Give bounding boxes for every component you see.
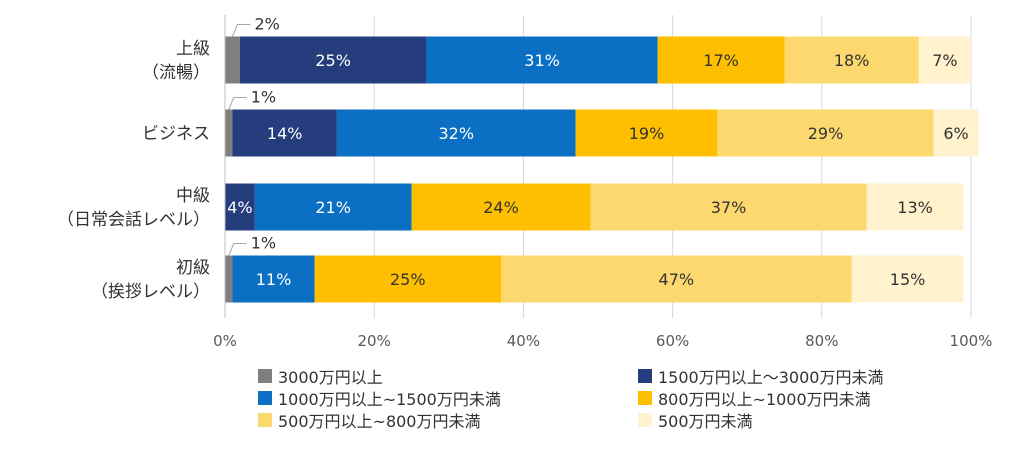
data-label: 4% bbox=[227, 198, 252, 217]
x-tick-label: 40% bbox=[507, 332, 540, 350]
bar-segment bbox=[411, 183, 591, 231]
legend-label: 800万円以上~1000万円未満 bbox=[658, 389, 871, 409]
bar-segment bbox=[851, 255, 964, 303]
legend-item: 1000万円以上~1500万円未満 bbox=[258, 388, 638, 409]
data-label: 25% bbox=[315, 51, 351, 70]
data-label: 18% bbox=[834, 51, 870, 70]
bar-segment bbox=[657, 36, 785, 84]
data-label: 6% bbox=[943, 124, 968, 143]
category-label: 中級 bbox=[176, 186, 210, 206]
bar-segment bbox=[225, 255, 233, 303]
category-label: 上級 bbox=[176, 39, 210, 59]
data-label: 2% bbox=[254, 15, 279, 34]
data-label: 11% bbox=[256, 270, 292, 289]
bar-segment bbox=[254, 183, 412, 231]
legend-label: 3000万円以上 bbox=[278, 367, 383, 387]
x-tick-label: 80% bbox=[805, 332, 838, 350]
data-label-leader bbox=[228, 97, 247, 110]
data-label: 14% bbox=[267, 124, 303, 143]
bar-segment bbox=[866, 183, 964, 231]
data-label: 1% bbox=[251, 234, 276, 253]
data-label: 1% bbox=[251, 88, 276, 107]
data-label: 21% bbox=[315, 198, 351, 217]
x-tick-label: 0% bbox=[213, 332, 237, 350]
legend-swatch bbox=[258, 412, 272, 427]
category-label: （日常会話レベル） bbox=[57, 210, 210, 230]
data-label: 13% bbox=[897, 198, 933, 217]
legend-item: 800万円以上~1000万円未満 bbox=[638, 388, 978, 409]
legend-swatch bbox=[258, 390, 272, 405]
bar-segment bbox=[717, 109, 934, 157]
bar-segment bbox=[933, 109, 979, 157]
data-label: 47% bbox=[659, 270, 695, 289]
legend-label: 500万円未満 bbox=[658, 411, 753, 431]
data-label-leader bbox=[228, 243, 247, 256]
chart-legend: 3000万円以上 1500万円以上～3000万円未満 1000万円以上~1500万円… bbox=[258, 366, 978, 431]
bar-segment bbox=[225, 36, 240, 84]
x-tick-label: 20% bbox=[358, 332, 391, 350]
bar-segment bbox=[918, 36, 971, 84]
data-label: 32% bbox=[438, 124, 474, 143]
data-label: 37% bbox=[711, 198, 747, 217]
legend-label: 500万円以上~800万円未満 bbox=[278, 411, 481, 431]
legend-swatch bbox=[638, 412, 652, 427]
category-label: （挨拶レベル） bbox=[91, 282, 210, 302]
x-tick-label: 60% bbox=[656, 332, 689, 350]
data-label: 25% bbox=[390, 270, 426, 289]
legend-item: 3000万円以上 bbox=[258, 366, 638, 387]
data-label: 31% bbox=[524, 51, 560, 70]
bar-segment bbox=[426, 36, 658, 84]
legend-item: 500万円以上~800万円未満 bbox=[258, 410, 638, 431]
legend-swatch bbox=[638, 368, 652, 383]
x-tick-label: 100% bbox=[950, 332, 993, 350]
data-label: 29% bbox=[808, 124, 844, 143]
bar-segment bbox=[232, 255, 315, 303]
legend-label: 1000万円以上~1500万円未満 bbox=[278, 389, 501, 409]
bar-segment bbox=[239, 36, 427, 84]
data-label-leader bbox=[231, 24, 251, 37]
data-label: 15% bbox=[890, 270, 926, 289]
bar-segment bbox=[784, 36, 919, 84]
data-label: 19% bbox=[629, 124, 665, 143]
bar-segment bbox=[336, 109, 576, 157]
data-label: 17% bbox=[703, 51, 739, 70]
bar-segment bbox=[575, 109, 718, 157]
bar-segment bbox=[501, 255, 852, 303]
legend-swatch bbox=[638, 390, 652, 405]
legend-item: 1500万円以上～3000万円未満 bbox=[638, 366, 978, 387]
legend-swatch bbox=[258, 368, 272, 383]
legend-label: 1500万円以上～3000万円未満 bbox=[658, 367, 884, 387]
data-label: 7% bbox=[932, 51, 957, 70]
bar-segment bbox=[232, 109, 337, 157]
bar-segment bbox=[225, 183, 255, 231]
category-label: （流暢） bbox=[142, 63, 210, 83]
legend-item: 500万円未満 bbox=[638, 410, 978, 431]
bar-segment bbox=[225, 109, 233, 157]
bar-segment bbox=[590, 183, 867, 231]
bar-segment bbox=[314, 255, 502, 303]
category-label: 初級 bbox=[176, 258, 210, 278]
data-label: 24% bbox=[483, 198, 519, 217]
category-label: ビジネス bbox=[142, 124, 210, 144]
